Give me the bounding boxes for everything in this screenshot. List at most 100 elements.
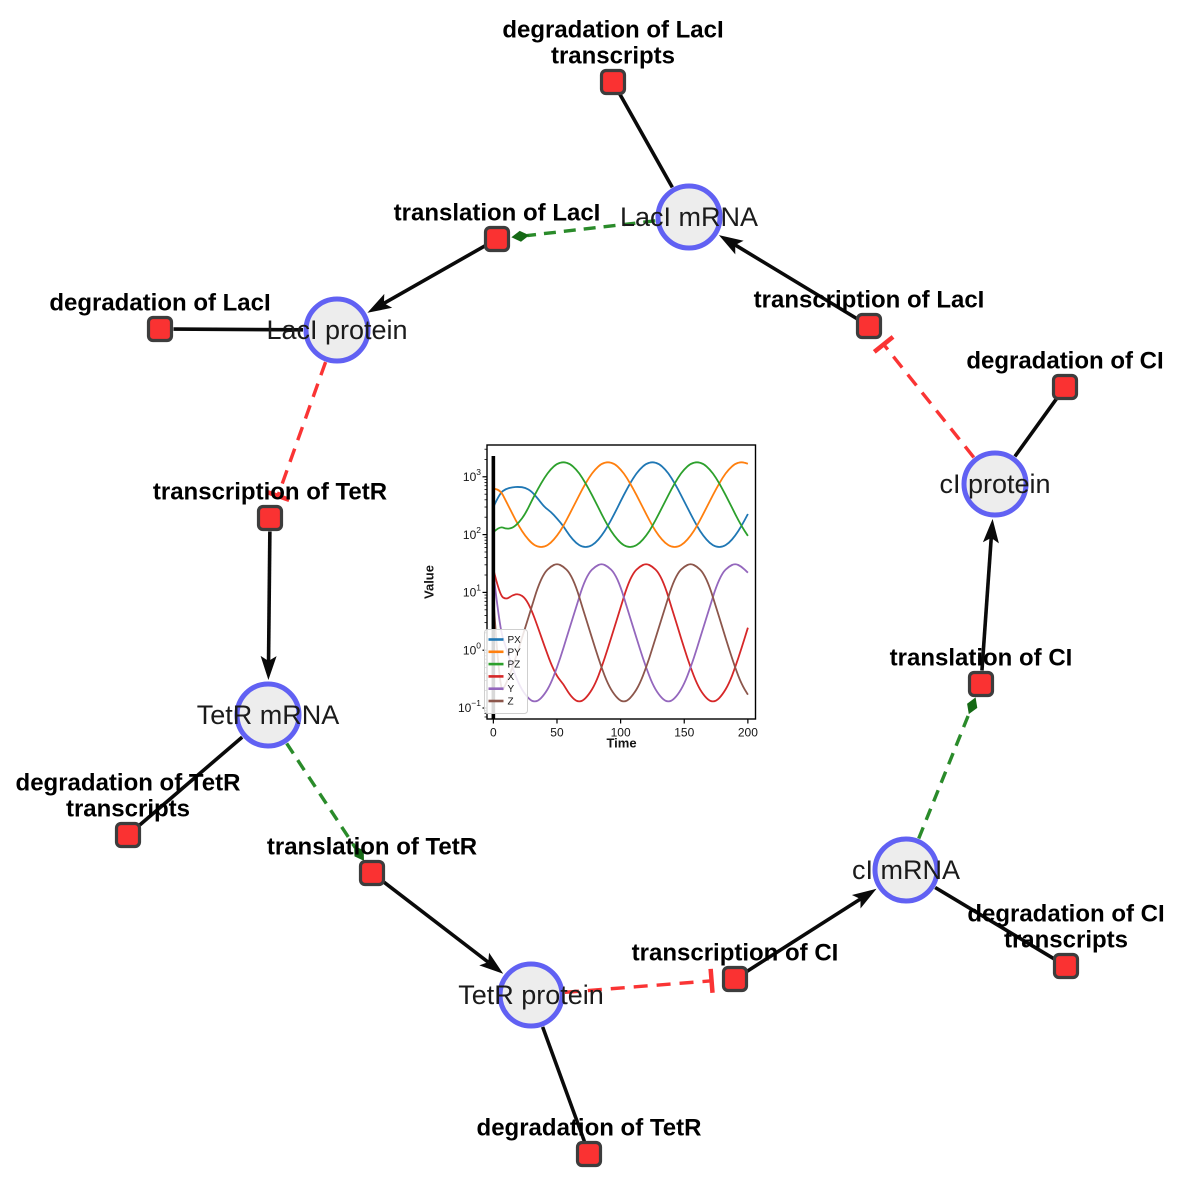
- species-label: LacI protein: [266, 315, 407, 345]
- reaction-node-deg-ci[interactable]: [1051, 373, 1079, 401]
- reactant-line[interactable]: [934, 885, 1056, 961]
- species-node-ci-mrna[interactable]: [872, 836, 940, 904]
- reaction-square[interactable]: [1052, 952, 1080, 980]
- edge-inhibitor-ci-protein-to-transcription-laci[interactable]: [872, 335, 976, 459]
- product-line[interactable]: [980, 537, 994, 671]
- species-circle[interactable]: [497, 961, 565, 1029]
- edge-inhibitor-laci-protein-to-transcription-tetr[interactable]: [265, 361, 328, 503]
- reaction-node-deg-tetr[interactable]: [575, 1140, 603, 1168]
- edge-reactant-laci-mrna-to-deg-laci-transcripts[interactable]: [618, 92, 674, 189]
- modifier-dashed-line[interactable]: [527, 219, 656, 238]
- nodes-layer: [114, 68, 1080, 1168]
- reaction-label: degradation of LacI: [502, 17, 723, 44]
- edge-reactant-laci-protein-to-deg-laci[interactable]: [173, 327, 304, 332]
- reaction-node-deg-laci-transcripts[interactable]: [599, 68, 627, 96]
- arrowhead-icon: [718, 235, 744, 255]
- plot-x-tick-label: 200: [738, 726, 758, 740]
- reaction-square[interactable]: [358, 859, 386, 887]
- reaction-node-translation-ci[interactable]: [967, 670, 995, 698]
- reaction-label: transcription of CI: [632, 940, 839, 967]
- edge-modifier-tetr-mrna-to-translation-tetr[interactable]: [285, 742, 364, 861]
- reaction-label: transcription of LacI: [754, 287, 985, 314]
- edge-modifier-laci-mrna-to-translation-laci[interactable]: [511, 219, 656, 242]
- species-circle[interactable]: [234, 681, 302, 749]
- reaction-square[interactable]: [967, 670, 995, 698]
- plot-series-Z: [492, 563, 749, 703]
- reaction-label: translation of TetR: [267, 834, 477, 861]
- plot-series-Y: [492, 563, 749, 703]
- reactant-line[interactable]: [137, 735, 244, 828]
- reaction-node-deg-laci[interactable]: [146, 315, 174, 343]
- reaction-label: degradation of TetR: [477, 1115, 702, 1142]
- reaction-square[interactable]: [855, 312, 883, 340]
- species-label: TetR mRNA: [197, 700, 340, 730]
- reaction-square[interactable]: [721, 965, 749, 993]
- plot-series-X: [492, 563, 749, 703]
- reaction-label: transcripts: [66, 796, 190, 823]
- reaction-node-deg-ci-transcripts[interactable]: [1052, 952, 1080, 980]
- simulation-plot: 0 50 100 150 20010310210110010−1TimeValuePXP…: [422, 444, 758, 751]
- plot-y-tick-label: 103: [463, 467, 481, 484]
- species-node-laci-mrna[interactable]: [655, 183, 723, 251]
- reaction-node-transcription-tetr[interactable]: [256, 504, 284, 532]
- species-node-ci-protein[interactable]: [961, 450, 1029, 518]
- species-circle[interactable]: [303, 296, 371, 364]
- product-line[interactable]: [381, 879, 490, 964]
- plot-x-tick-label: 50: [550, 726, 564, 740]
- edge-modifier-ci-mrna-to-translation-ci[interactable]: [917, 697, 978, 840]
- plot-x-tick-label: 100: [611, 726, 631, 740]
- product-line[interactable]: [266, 531, 272, 662]
- inhibitor-dashed-line[interactable]: [564, 979, 712, 995]
- edge-product-translation-laci-to-laci-protein[interactable]: [367, 244, 487, 313]
- species-circle[interactable]: [655, 183, 723, 251]
- plot-series-PZ: [492, 461, 749, 548]
- edge-reactant-ci-protein-to-deg-ci[interactable]: [1013, 396, 1059, 458]
- reaction-square[interactable]: [1051, 373, 1079, 401]
- reaction-node-transcription-laci[interactable]: [855, 312, 883, 340]
- reaction-square[interactable]: [483, 225, 511, 253]
- reaction-node-translation-laci[interactable]: [483, 225, 511, 253]
- edge-inhibitor-tetr-protein-to-transcription-ci[interactable]: [564, 968, 715, 995]
- reaction-square[interactable]: [114, 821, 142, 849]
- edge-product-translation-ci-to-ci-protein[interactable]: [980, 518, 999, 671]
- edge-reactant-tetr-mrna-to-deg-tetr-transcripts[interactable]: [137, 735, 244, 828]
- inhibitor-dashed-line[interactable]: [276, 361, 328, 497]
- plot-y-tick-label: 102: [463, 525, 481, 542]
- edge-product-transcription-laci-to-laci-mrna[interactable]: [718, 235, 859, 321]
- reaction-node-translation-tetr[interactable]: [358, 859, 386, 887]
- inhibitor-dashed-line[interactable]: [882, 343, 976, 459]
- reaction-square[interactable]: [599, 68, 627, 96]
- reaction-label: degradation of LacI: [49, 290, 270, 317]
- edge-product-translation-tetr-to-tetr-protein[interactable]: [381, 879, 504, 974]
- edge-product-transcription-ci-to-ci-mrna[interactable]: [745, 888, 877, 974]
- edges-layer: [137, 92, 1059, 1142]
- product-line[interactable]: [383, 244, 487, 305]
- legend-label-PY: PY: [508, 647, 522, 658]
- modifier-dashed-line[interactable]: [917, 711, 972, 840]
- product-line[interactable]: [745, 897, 862, 974]
- edge-reactant-ci-mrna-to-deg-ci-transcripts[interactable]: [934, 885, 1056, 961]
- edge-product-transcription-tetr-to-tetr-mrna[interactable]: [260, 531, 277, 680]
- modifier-dashed-line[interactable]: [285, 742, 357, 849]
- edge-reactant-tetr-protein-to-deg-tetr[interactable]: [540, 1026, 587, 1142]
- reaction-square[interactable]: [256, 504, 284, 532]
- reaction-square[interactable]: [146, 315, 174, 343]
- plot-x-axis-label: Time: [606, 736, 636, 751]
- reactant-line[interactable]: [540, 1026, 587, 1142]
- species-circle[interactable]: [961, 450, 1029, 518]
- species-node-laci-protein[interactable]: [303, 296, 371, 364]
- species-circle[interactable]: [872, 836, 940, 904]
- reactant-line[interactable]: [173, 327, 304, 332]
- reaction-label: transcription of TetR: [153, 479, 387, 506]
- species-node-tetr-mrna[interactable]: [234, 681, 302, 749]
- product-line[interactable]: [734, 243, 859, 321]
- reaction-node-transcription-ci[interactable]: [721, 965, 749, 993]
- reaction-node-deg-tetr-transcripts[interactable]: [114, 821, 142, 849]
- legend-label-X: X: [508, 672, 515, 683]
- inhibitor-tbar-icon: [708, 968, 715, 993]
- reactant-line[interactable]: [1013, 396, 1059, 458]
- plot-curves: [492, 461, 749, 703]
- reactant-line[interactable]: [618, 92, 674, 189]
- species-node-tetr-protein[interactable]: [497, 961, 565, 1029]
- reaction-square[interactable]: [575, 1140, 603, 1168]
